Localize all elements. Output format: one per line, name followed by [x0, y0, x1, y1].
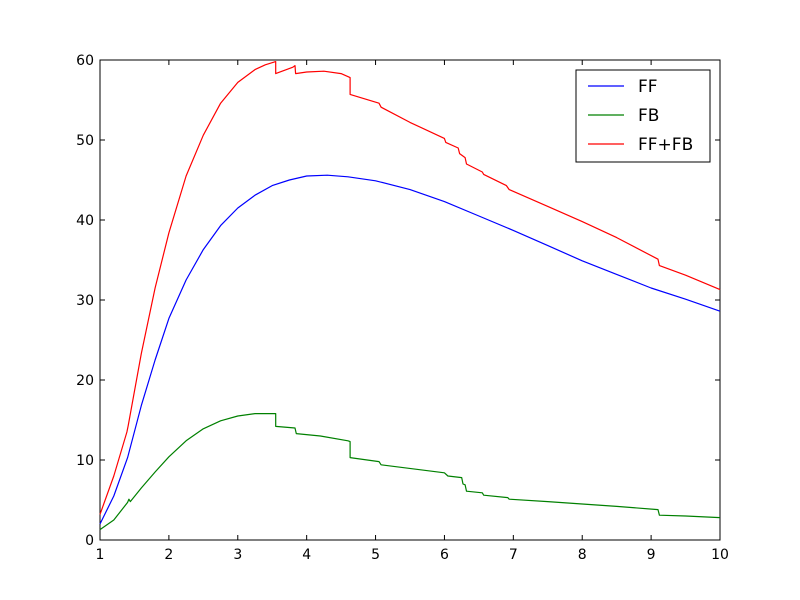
tick-labels: 1 2 3 4 5 6 7 8 9 10 0 10 20 30 40 50 60: [76, 53, 729, 563]
series-lines: [99, 61, 721, 531]
x-tick-label: 9: [647, 547, 656, 563]
x-tick-label: 7: [509, 547, 518, 563]
y-tick-label: 10: [76, 453, 94, 469]
y-tick-label: 60: [76, 53, 94, 69]
legend: FF FB FF+FB: [575, 69, 711, 163]
x-tick-label: 4: [302, 547, 311, 563]
legend-label: FF: [638, 77, 658, 97]
x-tick-label: 6: [440, 547, 449, 563]
y-tick-label: 30: [76, 293, 94, 309]
legend-box: [575, 69, 711, 163]
legend-label: FB: [638, 106, 659, 126]
y-tick-label: 0: [85, 533, 94, 549]
x-tick-label: 3: [233, 547, 242, 563]
y-tick-label: 50: [76, 133, 94, 149]
x-tick-label: 2: [164, 547, 173, 563]
x-tick-label: 10: [711, 547, 729, 563]
series-line-3: [99, 61, 721, 515]
legend-label: FF+FB: [638, 135, 693, 155]
series-line-2: [99, 413, 721, 531]
x-tick-label: 8: [578, 547, 587, 563]
y-tick-label: 40: [76, 213, 94, 229]
y-tick-label: 20: [76, 373, 94, 389]
tick-marks: [99, 59, 721, 541]
series-line-1: [99, 174, 721, 525]
x-tick-label: 1: [96, 547, 105, 563]
x-tick-label: 5: [371, 547, 380, 563]
